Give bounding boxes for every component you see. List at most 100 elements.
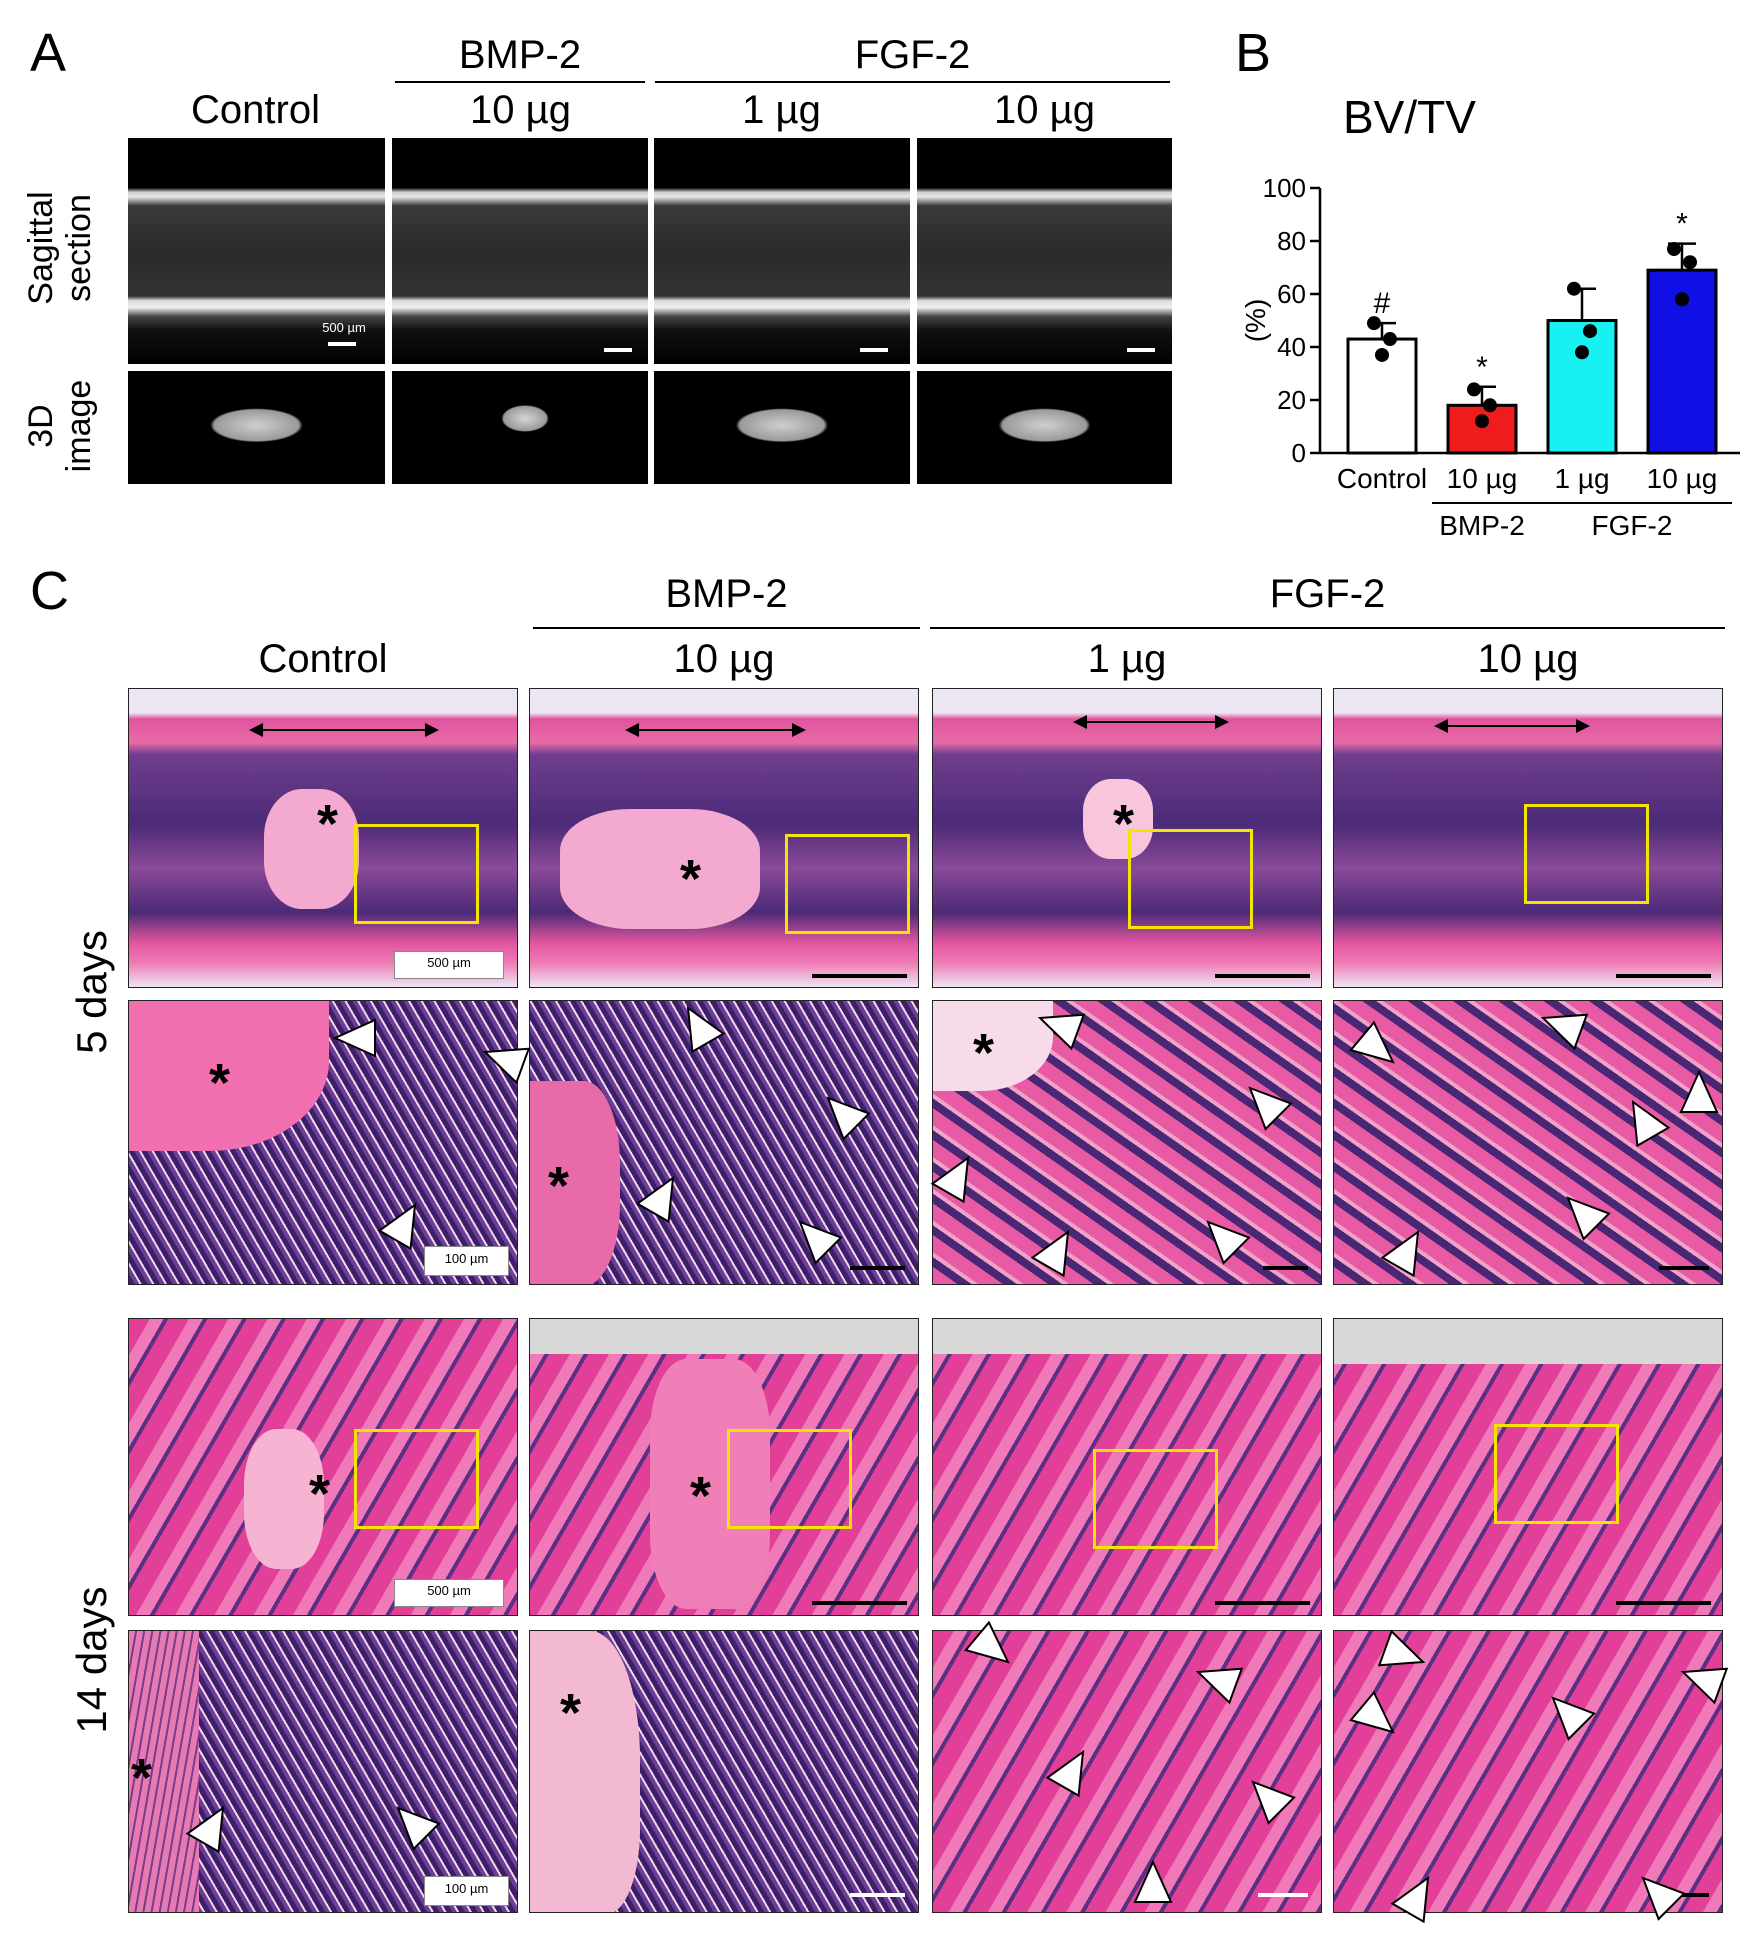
fgf-group-label: FGF-2 [1592,510,1673,541]
panel-a-col-bmp10: 10 µg [470,88,571,132]
data-point [1583,324,1597,339]
y-tick-label: 100 [1263,173,1306,203]
collagen-sponge [650,1359,770,1609]
collagen-sponge [264,789,359,909]
scale-bar [1659,1893,1709,1897]
panel-a-group-fgf: FGF-2 [854,33,971,77]
scale-bar [1258,1893,1308,1897]
y-tick-label: 40 [1277,332,1306,362]
data-point [1567,281,1581,296]
scale-label: 500 µm [427,955,471,970]
scale-label: 100 µm [444,1881,489,1896]
category-label: 10 µg [1647,463,1718,494]
significance-mark: # [1374,287,1391,320]
significance-mark: * [1476,351,1488,384]
ct-3d-control [128,371,385,484]
defect-width-arrow [254,729,434,731]
data-point [1675,292,1689,307]
bvtv-chart: 0 20 40 60 80 100 (%) # Control * 10 µg 1 µg * 10 µg B… [1240,173,1740,541]
magnified-region-box [1093,1449,1218,1549]
arrowhead-right [425,723,439,737]
collagen-sponge [560,809,760,929]
data-point [1367,316,1381,331]
panel-b-letter: B [1235,23,1272,83]
he-14d-high-fgf1 [932,1630,1322,1913]
background-slide [530,1319,918,1354]
panel-c-col-control: Control [258,637,388,681]
panel-c-col-bmp10: 10 µg [673,637,775,681]
fibrous-tissue [129,1631,199,1912]
he-5d-low-fgf1: * [932,688,1322,988]
y-tick-label: 60 [1277,279,1306,309]
collagen-sponge [1083,779,1153,859]
sponge-asterisk: * [131,1748,153,1808]
he-5d-high-control: * 100 µm [128,1000,518,1285]
collagen-sponge [244,1429,324,1569]
y-tick-label: 80 [1277,226,1306,256]
ct-scale-label: 500 µm [322,320,366,335]
he-14d-high-control: * 100 µm [128,1630,518,1913]
he-14d-low-bmp10: * [529,1318,919,1616]
panel-c-col-fgf10: 10 µg [1477,637,1579,681]
scale-label: 500 µm [427,1583,471,1598]
ct-sagittal-bmp10 [392,138,648,364]
data-point [1483,398,1497,413]
he-5d-low-control: * 500 µm [128,688,518,988]
arrowhead-left [625,723,639,737]
panel-a-fgf-line [655,81,1170,83]
panel-a-letter: A [30,23,67,83]
panel-c-fgf-line [930,627,1725,629]
scale-bar [1215,1601,1310,1605]
y-axis-label: (%) [1240,299,1271,343]
ct-sagittal-control: 500 µm [128,138,385,364]
sponge-asterisk: * [560,1683,582,1743]
scale-bar [1616,974,1711,978]
ct-3d-bmp10 [392,371,648,484]
scale-bar [1659,1266,1709,1270]
he-5d-low-fgf10 [1333,688,1723,988]
ct-scale-bar [604,348,632,352]
scale-bar [850,1893,905,1897]
data-point [1475,414,1489,429]
collagen-sponge [530,1081,620,1284]
scale-box: 100 µm [424,1876,509,1906]
ct-sagittal-fgf10 [917,138,1172,364]
magnified-region-box [785,834,910,934]
significance-mark: * [1676,208,1688,241]
ct-scale-bar [1127,348,1155,352]
scale-bar [812,1601,907,1605]
sponge-asterisk: * [690,1466,712,1526]
ct-scale-bar [328,342,356,346]
scale-label: 100 µm [444,1251,489,1266]
bar-2 [1546,319,1618,455]
category-label: 1 µg [1554,463,1609,494]
category-label: Control [1337,463,1427,494]
bar-1 [1446,403,1518,455]
sponge-asterisk: * [317,794,339,854]
panel-c-group-bmp: BMP-2 [665,572,788,616]
he-5d-high-bmp10: * [529,1000,919,1285]
panel-c-bmp-line [533,627,920,629]
arrowhead-right [1215,715,1229,729]
scale-box: 500 µm [394,1579,504,1607]
arrowhead-left [249,723,263,737]
ct-3d-fgf1 [654,371,910,484]
he-14d-low-fgf1 [932,1318,1322,1616]
sponge-asterisk: * [973,1023,995,1083]
sponge-asterisk: * [309,1464,331,1524]
magnified-region-box [1494,1424,1619,1524]
scale-bar [1616,1601,1711,1605]
he-5d-low-bmp10: * [529,688,919,988]
panel-a-row-3d: 3D image [22,379,98,473]
collagen-sponge [530,1631,640,1912]
panel-a-col-control: Control [191,88,320,132]
background-slide [933,1319,1321,1354]
sponge-asterisk: * [548,1156,570,1216]
panel-c-letter: C [30,561,69,621]
scale-bar [1263,1266,1308,1270]
magnified-region-box [354,824,479,924]
scale-box: 500 µm [394,951,504,979]
data-point [1375,347,1389,362]
defect-width-arrow [1078,721,1223,723]
y-tick-label: 0 [1292,438,1306,468]
